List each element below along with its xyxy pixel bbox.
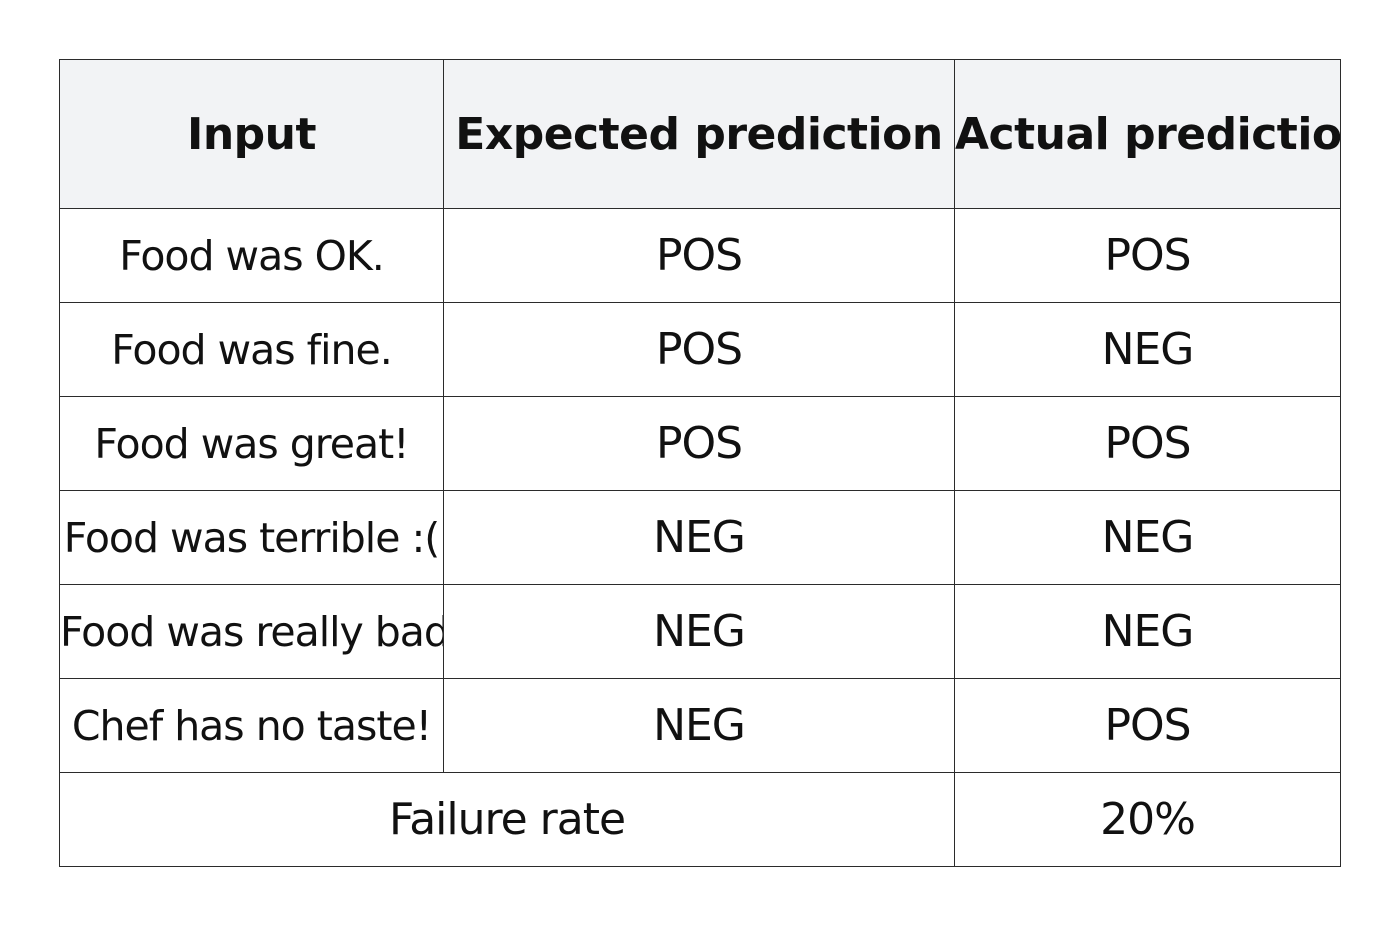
expected-cell: POS (444, 303, 955, 397)
input-cell: Food was terrible :( (60, 491, 444, 585)
actual-cell: POS (955, 679, 1341, 773)
failure-rate-row: Failure rate 20% (60, 773, 1341, 867)
actual-cell: NEG (955, 303, 1341, 397)
expected-cell: POS (444, 397, 955, 491)
failure-rate-label: Failure rate (60, 773, 955, 867)
prediction-results-table: Input Expected prediction Actual predict… (59, 59, 1341, 867)
table-row: Food was terrible :( NEG NEG (60, 491, 1341, 585)
header-input: Input (60, 60, 444, 209)
expected-cell: POS (444, 209, 955, 303)
table-row: Food was great! POS POS (60, 397, 1341, 491)
expected-cell: NEG (444, 679, 955, 773)
table-row: Chef has no taste! NEG POS (60, 679, 1341, 773)
expected-cell: NEG (444, 491, 955, 585)
header-row: Input Expected prediction Actual predict… (60, 60, 1341, 209)
input-cell: Food was OK. (60, 209, 444, 303)
table-row: Food was fine. POS NEG (60, 303, 1341, 397)
actual-cell: POS (955, 209, 1341, 303)
actual-cell: NEG (955, 585, 1341, 679)
header-expected-prediction: Expected prediction (444, 60, 955, 209)
input-cell: Food was really bad. (60, 585, 444, 679)
input-cell: Food was fine. (60, 303, 444, 397)
failure-rate-value: 20% (955, 773, 1341, 867)
table-row: Food was OK. POS POS (60, 209, 1341, 303)
input-cell: Chef has no taste! (60, 679, 444, 773)
expected-cell: NEG (444, 585, 955, 679)
actual-cell: POS (955, 397, 1341, 491)
table-row: Food was really bad. NEG NEG (60, 585, 1341, 679)
input-cell: Food was great! (60, 397, 444, 491)
actual-cell: NEG (955, 491, 1341, 585)
header-actual-prediction: Actual prediction (955, 60, 1341, 209)
